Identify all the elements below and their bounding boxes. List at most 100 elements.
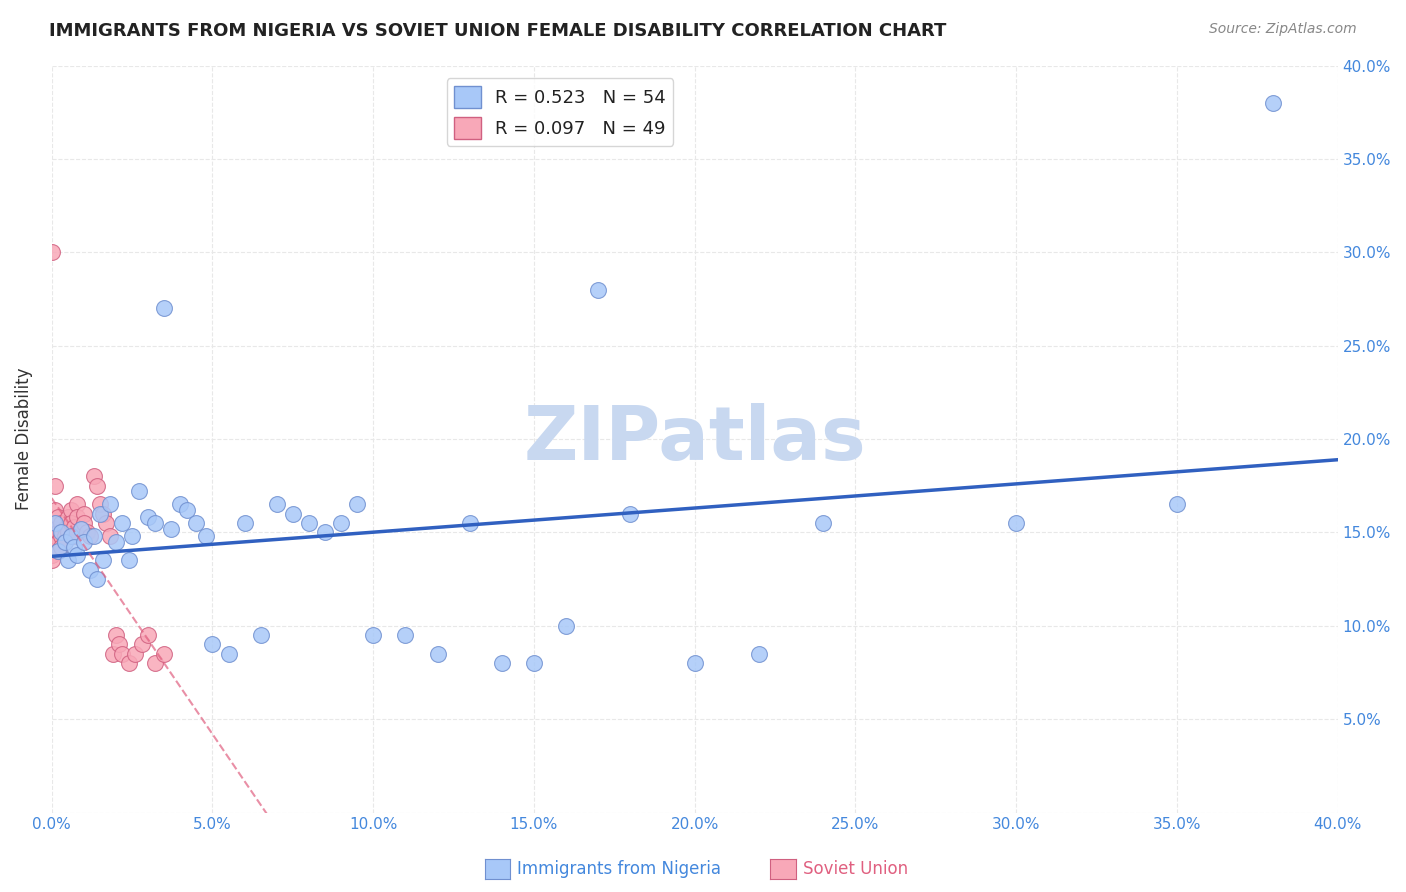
Point bbox=[63, 529, 86, 543]
Point bbox=[1166, 498, 1188, 512]
Point bbox=[66, 548, 89, 562]
Point bbox=[128, 484, 150, 499]
Text: IMMIGRANTS FROM NIGERIA VS SOVIET UNION FEMALE DISABILITY CORRELATION CHART: IMMIGRANTS FROM NIGERIA VS SOVIET UNION … bbox=[49, 22, 946, 40]
Point bbox=[44, 479, 66, 493]
Point bbox=[361, 628, 384, 642]
Point bbox=[218, 647, 240, 661]
Point bbox=[79, 563, 101, 577]
Point bbox=[46, 534, 69, 549]
Point bbox=[195, 529, 218, 543]
Point bbox=[44, 522, 66, 536]
Point bbox=[186, 516, 208, 530]
Point bbox=[121, 529, 143, 543]
Point bbox=[60, 529, 83, 543]
Point bbox=[46, 544, 69, 558]
Point bbox=[118, 656, 141, 670]
Point bbox=[131, 638, 153, 652]
Point bbox=[136, 628, 159, 642]
Point bbox=[118, 553, 141, 567]
Point bbox=[314, 525, 336, 540]
Point bbox=[79, 529, 101, 543]
Point bbox=[111, 647, 134, 661]
Text: Source: ZipAtlas.com: Source: ZipAtlas.com bbox=[1209, 22, 1357, 37]
Point bbox=[44, 529, 66, 543]
Point bbox=[63, 520, 86, 534]
Point bbox=[60, 529, 83, 543]
Point bbox=[46, 544, 69, 558]
Point bbox=[41, 245, 63, 260]
Point bbox=[683, 656, 706, 670]
Point bbox=[586, 283, 609, 297]
Point bbox=[143, 656, 166, 670]
Point bbox=[298, 516, 321, 530]
Point bbox=[111, 516, 134, 530]
Point bbox=[91, 553, 114, 567]
Point bbox=[89, 498, 111, 512]
Point bbox=[41, 529, 63, 543]
Point bbox=[426, 647, 449, 661]
Point bbox=[124, 647, 146, 661]
Point bbox=[136, 510, 159, 524]
Point bbox=[44, 516, 66, 530]
Point bbox=[394, 628, 416, 642]
Point bbox=[1005, 516, 1028, 530]
Point bbox=[66, 498, 89, 512]
Point bbox=[1263, 95, 1285, 110]
Point bbox=[98, 529, 121, 543]
Point bbox=[619, 507, 641, 521]
Point bbox=[51, 541, 73, 555]
Point bbox=[83, 529, 105, 543]
Point bbox=[76, 525, 98, 540]
Point bbox=[69, 522, 91, 536]
Point bbox=[51, 525, 73, 540]
Point bbox=[169, 498, 191, 512]
Point bbox=[813, 516, 835, 530]
Point bbox=[281, 507, 304, 521]
Point bbox=[56, 553, 79, 567]
Point bbox=[105, 534, 128, 549]
Point bbox=[53, 534, 76, 549]
Point bbox=[153, 647, 176, 661]
Point bbox=[83, 469, 105, 483]
Point bbox=[46, 525, 69, 540]
Point bbox=[105, 628, 128, 642]
Point bbox=[143, 516, 166, 530]
Point bbox=[523, 656, 546, 670]
Point bbox=[330, 516, 353, 530]
Point bbox=[201, 638, 224, 652]
Point bbox=[266, 498, 288, 512]
Point bbox=[346, 498, 368, 512]
Point bbox=[458, 516, 481, 530]
Point bbox=[108, 638, 131, 652]
Point bbox=[89, 507, 111, 521]
Point bbox=[53, 534, 76, 549]
Point bbox=[69, 522, 91, 536]
Point bbox=[86, 479, 108, 493]
Point bbox=[46, 510, 69, 524]
Y-axis label: Female Disability: Female Disability bbox=[15, 368, 32, 510]
Point bbox=[60, 503, 83, 517]
Point bbox=[98, 498, 121, 512]
Point bbox=[249, 628, 271, 642]
Point bbox=[153, 301, 176, 316]
Text: ZIPatlas: ZIPatlas bbox=[523, 402, 866, 475]
Point bbox=[73, 534, 96, 549]
Point bbox=[53, 522, 76, 536]
Text: Soviet Union: Soviet Union bbox=[803, 860, 908, 878]
Point bbox=[51, 516, 73, 530]
Point bbox=[233, 516, 256, 530]
Point bbox=[63, 541, 86, 555]
Point bbox=[96, 516, 118, 530]
Point bbox=[555, 619, 578, 633]
Point bbox=[491, 656, 513, 670]
Point bbox=[748, 647, 770, 661]
Point bbox=[66, 510, 89, 524]
Point bbox=[56, 525, 79, 540]
Point bbox=[91, 507, 114, 521]
Point bbox=[53, 529, 76, 543]
Point bbox=[41, 548, 63, 562]
Point bbox=[41, 534, 63, 549]
Point bbox=[51, 529, 73, 543]
Legend: R = 0.523   N = 54, R = 0.097   N = 49: R = 0.523 N = 54, R = 0.097 N = 49 bbox=[447, 78, 673, 146]
Point bbox=[101, 647, 124, 661]
